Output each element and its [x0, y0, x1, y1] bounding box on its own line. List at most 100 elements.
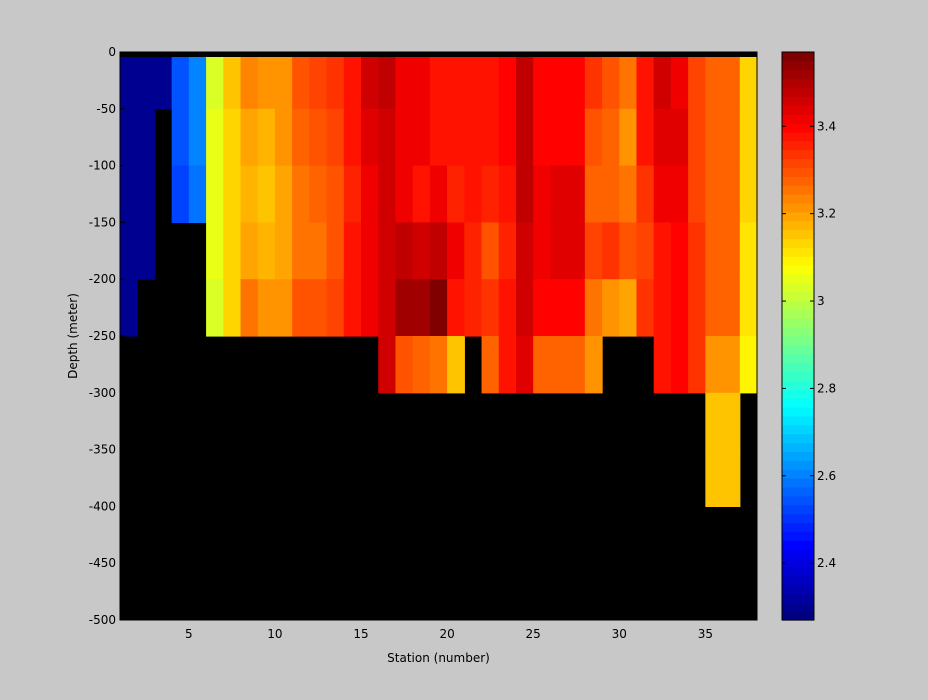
colorbar-level — [782, 69, 814, 80]
heatmap-cell — [653, 52, 672, 110]
colorbar-level — [782, 238, 814, 248]
heatmap-cell — [309, 165, 328, 223]
heatmap-cell — [481, 165, 500, 223]
colorbar-level — [782, 593, 814, 603]
heatmap-cell — [567, 336, 586, 394]
heatmap-cell — [188, 165, 207, 223]
heatmap-cell — [378, 52, 397, 110]
heatmap-cell — [670, 165, 689, 223]
heatmap-cell — [292, 52, 310, 110]
heatmap-cell — [274, 279, 293, 337]
heatmap-cell — [567, 108, 586, 167]
heatmap-cell — [361, 52, 379, 110]
colorbar-level — [782, 149, 814, 160]
heatmap-cell — [739, 108, 758, 167]
heatmap-cell — [326, 222, 345, 280]
heatmap-cell — [378, 279, 397, 337]
heatmap-cell — [636, 279, 655, 337]
heatmap-cell — [171, 52, 190, 110]
heatmap-cell — [653, 222, 672, 280]
heatmap-cell — [292, 279, 310, 337]
colorbar-level — [782, 167, 814, 177]
heatmap-cell — [395, 52, 414, 110]
colorbar-level — [782, 371, 814, 381]
heatmap-cell — [412, 222, 431, 280]
heatmap-cell — [602, 222, 620, 280]
heatmap-cell — [326, 165, 345, 223]
colorbar-level — [782, 273, 814, 284]
heatmap-cell — [292, 165, 310, 223]
heatmap-cell — [722, 165, 741, 223]
y-tick-label: 0 — [108, 45, 116, 59]
heatmap-cell — [326, 108, 345, 167]
colorbar-level — [782, 229, 814, 239]
colorbar-tick-label: 2.8 — [817, 381, 836, 395]
heatmap-cell — [636, 52, 655, 110]
heatmap-cell — [481, 279, 500, 337]
colorbar-level — [782, 60, 814, 71]
heatmap-cell — [429, 108, 448, 167]
heatmap-cell — [722, 222, 741, 280]
heatmap-cell — [498, 222, 517, 280]
heatmap-cell — [395, 165, 414, 223]
heatmap-cell — [412, 108, 431, 167]
colorbar-level — [782, 247, 814, 257]
heatmap-cell — [361, 222, 379, 280]
heatmap-cell — [619, 52, 638, 110]
heatmap-cell — [567, 52, 586, 110]
colorbar-level — [782, 176, 814, 186]
colorbar-level — [782, 291, 814, 302]
heatmap-cell — [739, 222, 758, 280]
heatmap-cell — [309, 108, 328, 167]
heatmap-cell — [481, 108, 500, 167]
colorbar-level — [782, 504, 814, 515]
heatmap-cell — [722, 279, 741, 337]
x-tick-label: 15 — [353, 627, 368, 641]
heatmap-cell — [206, 222, 224, 280]
heatmap-cell — [602, 108, 620, 167]
heatmap-cell — [223, 52, 242, 110]
colorbar-level — [782, 495, 814, 506]
heatmap-cell — [602, 165, 620, 223]
heatmap-cell — [705, 52, 724, 110]
colorbar-level — [782, 105, 814, 115]
colorbar-level — [782, 380, 814, 390]
heatmap-cell — [240, 52, 259, 110]
x-axis: 5 10 15 20 25 30 35 — [185, 615, 713, 641]
colorbar-level — [782, 336, 814, 346]
heatmap-cell — [550, 336, 569, 394]
heatmap-cell — [447, 279, 465, 337]
heatmap-cell — [223, 279, 242, 337]
colorbar-level — [782, 602, 814, 612]
colorbar-level — [782, 265, 814, 275]
y-tick-label: -200 — [89, 272, 116, 286]
heatmap-cell — [292, 222, 310, 280]
heatmap-cell — [688, 279, 706, 337]
heatmap-cell — [705, 449, 724, 507]
heatmap-cell — [343, 52, 362, 110]
heatmap-cell — [137, 108, 156, 167]
heatmap-cell — [447, 52, 465, 110]
heatmap-cell — [498, 108, 517, 167]
colorbar-level — [782, 389, 814, 399]
heatmap-cell — [137, 52, 156, 110]
heatmap-cell — [447, 222, 465, 280]
heatmap-cell — [378, 222, 397, 280]
y-tick-label: -500 — [89, 613, 116, 627]
heatmap-cell — [464, 108, 483, 167]
heatmap-cell — [120, 165, 138, 223]
heatmap-cell — [515, 52, 534, 110]
heatmap-cell — [653, 336, 672, 394]
heatmap-cell — [206, 165, 224, 223]
heatmap-cell — [481, 336, 500, 394]
heatmap-cell — [412, 52, 431, 110]
heatmap-cell — [722, 336, 741, 394]
colorbar-level — [782, 566, 814, 577]
heatmap-cell — [567, 279, 586, 337]
surface-strip — [120, 52, 757, 57]
colorbar-tick-label: 3.4 — [817, 119, 836, 133]
colorbar-level — [782, 344, 814, 355]
heatmap-cell — [739, 336, 758, 394]
heatmap-cell — [274, 165, 293, 223]
